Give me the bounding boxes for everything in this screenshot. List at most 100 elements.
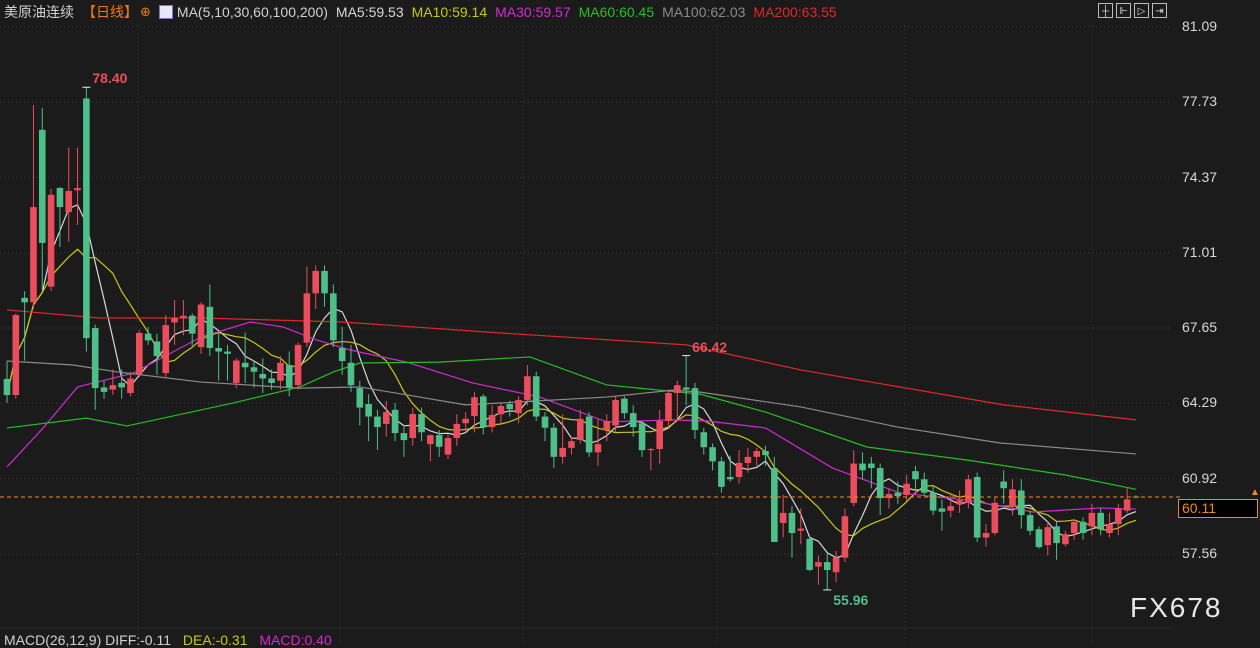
candle-up	[1009, 489, 1016, 507]
price-tick-label: 74.37	[1182, 168, 1218, 185]
candle-down	[691, 388, 699, 430]
candle-up	[797, 528, 805, 531]
candle-up	[171, 317, 178, 323]
candle-up	[1088, 512, 1096, 527]
period-label[interactable]: 【日线】	[82, 4, 138, 20]
candle-up	[991, 502, 999, 534]
scroll-end-icon[interactable]: ⇥	[1152, 3, 1167, 18]
candle-down	[91, 328, 99, 389]
candle-down	[823, 562, 831, 570]
candle-down	[621, 398, 628, 414]
candle-down	[1000, 481, 1007, 489]
candle-up	[577, 418, 584, 441]
candle-up	[312, 270, 319, 294]
symbol-title[interactable]: 美原油连续	[4, 4, 74, 20]
circle-plus-icon[interactable]: ⊕	[140, 4, 151, 19]
candle-up	[594, 444, 602, 453]
candle-up	[294, 344, 302, 386]
candle-up	[982, 533, 990, 538]
candle-up	[409, 414, 417, 439]
zoom-cursor-icon[interactable]: ▷	[1134, 3, 1149, 18]
price-tick-label: 81.09	[1182, 18, 1218, 34]
candle-down	[144, 333, 152, 341]
candle-down	[418, 414, 425, 433]
price-tick-label: 60.92	[1182, 469, 1218, 486]
chart-lines-icon[interactable]	[158, 5, 173, 19]
candle-down	[700, 432, 708, 448]
candle-down	[718, 461, 725, 487]
watermark-logo: FX678	[1130, 592, 1223, 623]
ma200-value: MA200:63.55	[753, 4, 837, 20]
candle-up	[444, 438, 452, 455]
candle-up	[815, 562, 822, 567]
candle-down	[330, 293, 337, 341]
candle-up	[136, 332, 143, 374]
candle-down	[920, 479, 928, 493]
candle-down	[374, 416, 381, 428]
ma-params[interactable]: MA(5,10,30,60,100,200)	[176, 4, 328, 20]
candle-down	[532, 376, 540, 417]
candle-down	[118, 382, 125, 388]
candle-up	[47, 194, 55, 287]
candle-up	[233, 360, 240, 383]
candle-up	[674, 385, 681, 394]
arrow-up-icon[interactable]: ▲	[1250, 487, 1260, 498]
price-tick-label: 71.01	[1182, 243, 1218, 260]
extreme-price-label: 66.42	[692, 338, 728, 355]
candle-up	[162, 325, 170, 374]
candle-up	[735, 462, 743, 478]
candle-down	[506, 403, 514, 410]
candle-down	[250, 367, 258, 372]
ma-line-ma10	[6, 248, 1137, 537]
candle-up	[1070, 521, 1078, 534]
candle-down	[788, 512, 796, 534]
candle-up	[779, 512, 787, 523]
price-tick-label: 67.65	[1182, 319, 1218, 336]
candle-up	[515, 399, 522, 414]
candle-down	[21, 297, 28, 303]
candle-up	[65, 190, 73, 213]
candle-down	[876, 468, 884, 499]
candle-down	[973, 477, 981, 538]
candle-down	[241, 362, 249, 368]
candle-up	[471, 397, 478, 417]
candle-up	[497, 406, 505, 415]
crosshair-icon[interactable]: ┼	[1098, 3, 1113, 18]
ma60-value: MA60:60.45	[578, 4, 655, 20]
candle-down	[56, 188, 64, 208]
candle-up	[1106, 524, 1113, 534]
candle-down	[550, 427, 558, 457]
candle-down	[100, 387, 108, 392]
candle-down	[3, 378, 11, 396]
chart-header: 美原油连续 【日线】 ⊕ MA(5,10,30,60,100,200) MA5:…	[4, 3, 845, 21]
candle-down	[1079, 521, 1087, 534]
candle-down	[356, 388, 364, 408]
candle-up	[603, 421, 611, 430]
candle-up	[382, 412, 390, 424]
candle-up	[30, 207, 37, 303]
candle-down	[365, 403, 372, 417]
candle-up	[665, 393, 672, 422]
candle-down	[391, 409, 399, 434]
candle-down	[585, 416, 593, 453]
candle-down	[321, 270, 328, 294]
candle-up	[1062, 534, 1069, 545]
candle-up	[462, 418, 469, 424]
candle-down	[1053, 526, 1060, 544]
candle-up	[850, 463, 858, 503]
candle-down	[1018, 490, 1025, 516]
fit-range-icon[interactable]: ⊩	[1116, 3, 1131, 18]
macd-header: MACD(26,12,9) DIFF:-0.11 DEA:-0.31 MACD:…	[4, 632, 340, 648]
candle-down	[912, 471, 919, 480]
candle-up	[647, 449, 655, 451]
candle-up	[656, 421, 663, 450]
price-tick-label: 57.56	[1182, 545, 1218, 562]
ma10-value: MA10:59.14	[411, 4, 488, 20]
candle-down	[83, 98, 90, 339]
candle-up	[832, 557, 840, 573]
last-price-label: 60.11	[1178, 499, 1258, 518]
candle-down	[682, 387, 690, 390]
candle-up	[568, 441, 575, 448]
candle-up	[1044, 527, 1052, 546]
